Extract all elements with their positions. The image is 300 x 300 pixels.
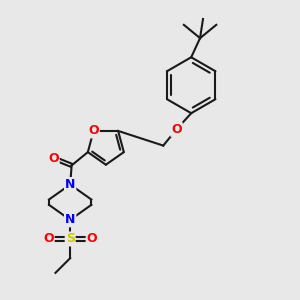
Text: S: S [66,232,75,245]
Text: O: O [43,232,54,245]
Text: N: N [65,178,75,191]
Text: O: O [88,124,99,137]
Text: O: O [48,152,59,164]
Text: O: O [171,123,182,136]
Text: N: N [65,213,75,226]
Text: O: O [87,232,97,245]
